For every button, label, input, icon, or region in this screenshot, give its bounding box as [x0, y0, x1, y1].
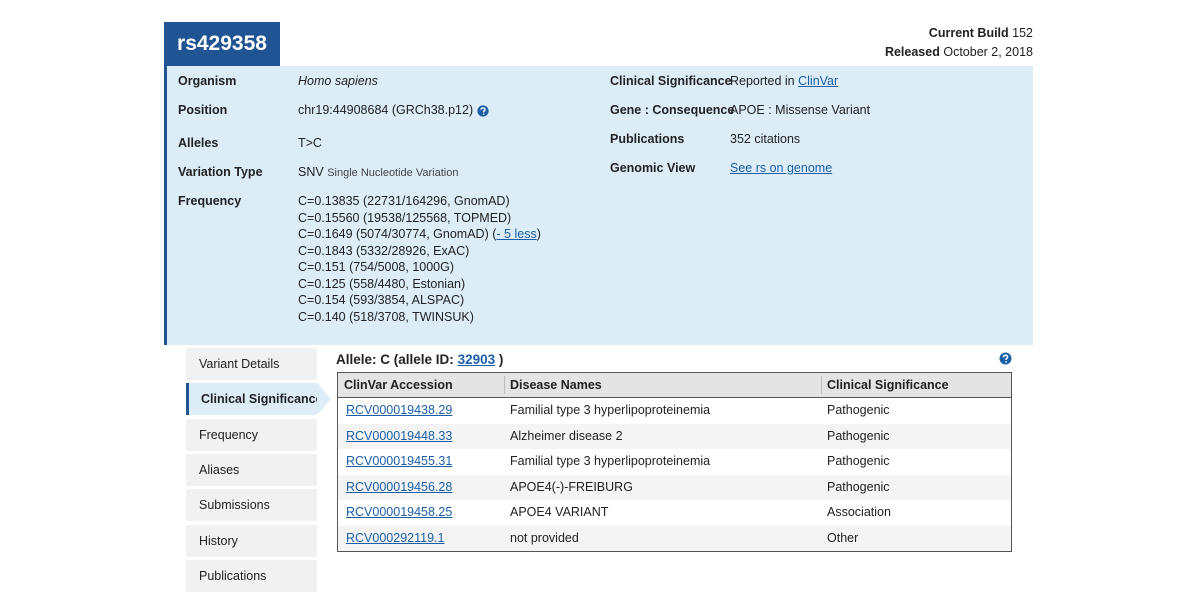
frequency-value: C=0.15560 (19538/125568, TOPMED): [298, 210, 512, 225]
nav-tab[interactable]: History: [186, 525, 317, 557]
frequency-value: C=0.154 (593/3854, ALSPAC): [298, 293, 465, 307]
value: Homo sapiens: [298, 74, 378, 88]
help-icon[interactable]: [477, 105, 489, 117]
table-cell: Other: [827, 530, 859, 545]
table-row: RCV000019448.33 Alzheimer disease 2 Pathog…: [338, 423, 1011, 449]
value: Reported in: [730, 74, 795, 88]
frequency-line: C=0.125 (558/4480, Estonian): [298, 277, 465, 291]
table-row: RCV000019458.25 APOE4 VARIANT Association: [338, 500, 1011, 526]
toggle-link[interactable]: - 5 less: [496, 227, 537, 241]
table-cell: Familial type 3 hyperlipoproteinemia: [510, 403, 711, 417]
field-label: Organism: [178, 74, 237, 88]
accession-link[interactable]: RCV000019456.28: [346, 479, 453, 494]
accession-link[interactable]: RCV000292119.1: [346, 530, 445, 545]
accession-link[interactable]: RCV000019455.31: [346, 454, 453, 468]
nav-tab[interactable]: Publications: [186, 560, 317, 592]
table-cell: Pathogenic: [827, 479, 890, 494]
frequency-value: C=0.13835 (22731/164296, GnomAD): [298, 194, 510, 208]
value: chr19:44908684 (GRCh38.p12): [298, 103, 474, 117]
table-cell: Familial type 3 hyperlipoproteinemia: [510, 454, 711, 468]
rs-id: rs429358: [164, 22, 280, 66]
field-label: Publications: [610, 132, 685, 146]
frequency-line: C=0.154 (593/3854, ALSPAC): [298, 293, 464, 307]
value: T>C: [298, 136, 322, 150]
field-value: Homo sapiens: [298, 74, 378, 88]
field-value: 352 citations: [730, 132, 800, 146]
table-row: RCV000019438.29 Familial type 3 hyperlipo…: [338, 398, 1011, 424]
frequency-value: C=0.125 (558/4480, Estonian): [298, 276, 466, 291]
table-cell: not provided: [510, 530, 579, 545]
field-label: Clinical Significance: [610, 74, 732, 88]
table-header: ClinVar Accession Disease Names Clinical S…: [338, 373, 1011, 398]
value: SNV: [298, 165, 324, 179]
summary-panel: [164, 66, 1033, 345]
released-label: Released: [884, 45, 940, 59]
field-label: Gene : Consequence: [610, 103, 735, 117]
accession-link[interactable]: RCV000019438.29: [346, 403, 453, 417]
field-label: Position: [178, 103, 228, 117]
column-header: Clinical Significance: [827, 378, 949, 392]
nav-tab[interactable]: Frequency: [186, 419, 317, 451]
field-label: Genomic View: [610, 161, 696, 175]
table-row: RCV000019456.28 APOE4(-)-FREIBURG Pathogen…: [338, 474, 1011, 500]
column-divider: [504, 376, 505, 394]
value-note: Single Nucleotide Variation: [327, 167, 459, 179]
table-cell: Association: [827, 505, 891, 519]
frequency-value: C=0.140 (518/3708, TWINSUK): [298, 309, 474, 324]
nav-tab[interactable]: Variant Details: [186, 348, 317, 380]
table-cell: APOE4 VARIANT: [510, 505, 609, 519]
table-cell: Pathogenic: [827, 403, 890, 417]
released: October 2, 2018: [943, 45, 1033, 59]
value-link[interactable]: ClinVar: [798, 74, 839, 88]
frequency-line: C=0.13835 (22731/164296, GnomAD): [298, 194, 510, 208]
value: APOE : Missense Variant: [730, 103, 871, 117]
frequency-line: C=0.1649 (5074/30774, GnomAD) (- 5 less): [298, 227, 541, 241]
table-cell: Pathogenic: [827, 454, 890, 468]
clinvar-table: ClinVar Accession Disease Names Clinical S…: [337, 372, 1012, 552]
field-value: Reported in ClinVar: [730, 74, 838, 88]
nav-tab[interactable]: Aliases: [186, 454, 317, 486]
tab-arrow: [317, 383, 331, 415]
build: 152: [1012, 26, 1033, 40]
toggle-close: ): [536, 227, 541, 241]
allele-suffix: ): [498, 352, 504, 367]
field-label: Variation Type: [178, 165, 263, 179]
allele-heading: Allele: C (allele ID: 32903 ): [336, 352, 503, 367]
table-cell: APOE4(-)-FREIBURG: [510, 479, 633, 494]
accession-link[interactable]: RCV000019448.33: [346, 428, 453, 443]
frequency-value: C=0.1843 (5332/28926, ExAC): [298, 243, 470, 258]
nav-tab[interactable]: Submissions: [186, 489, 317, 521]
table-cell: Pathogenic: [827, 428, 890, 443]
allele-prefix: Allele: C (allele ID:: [336, 352, 454, 367]
table-cell: Alzheimer disease 2: [510, 428, 623, 443]
frequency-value: C=0.151 (754/5008, 1000G): [298, 260, 455, 274]
nav-tab[interactable]: Clinical Significance: [186, 383, 323, 415]
field-value: APOE : Missense Variant: [730, 103, 870, 117]
build-info: Current Build 152 Released October 2, 20…: [885, 24, 1033, 62]
frequency-line: C=0.151 (754/5008, 1000G): [298, 260, 454, 274]
allele-id-link[interactable]: 32903: [457, 352, 496, 367]
frequency-value: C=0.1649 (5074/30774, GnomAD): [298, 227, 489, 241]
value: 352 citations: [730, 132, 801, 146]
column-divider: [821, 376, 822, 394]
field-value: chr19:44908684 (GRCh38.p12): [298, 103, 473, 117]
field-value: T>C: [298, 136, 322, 150]
accession-link[interactable]: RCV000019458.25: [346, 505, 453, 519]
help-icon[interactable]: [999, 352, 1012, 365]
table-row: RCV000292119.1 not provided Other: [338, 525, 1011, 551]
frequency-line: C=0.1843 (5332/28926, ExAC): [298, 244, 469, 258]
frequency-line: C=0.15560 (19538/125568, TOPMED): [298, 211, 511, 225]
field-label: Frequency: [178, 194, 242, 208]
field-value: See rs on genome: [730, 161, 832, 175]
build-label: Current Build: [928, 26, 1009, 40]
column-header: ClinVar Accession: [344, 378, 453, 392]
table-row: RCV000019455.31 Familial type 3 hyperlipo…: [338, 449, 1011, 475]
column-header: Disease Names: [510, 378, 602, 392]
toggle-open: (: [492, 227, 497, 241]
field-value: SNV Single Nucleotide Variation: [298, 165, 458, 179]
frequency-line: C=0.140 (518/3708, TWINSUK): [298, 310, 474, 324]
field-label: Alleles: [178, 136, 219, 150]
value-link[interactable]: See rs on genome: [730, 161, 833, 175]
